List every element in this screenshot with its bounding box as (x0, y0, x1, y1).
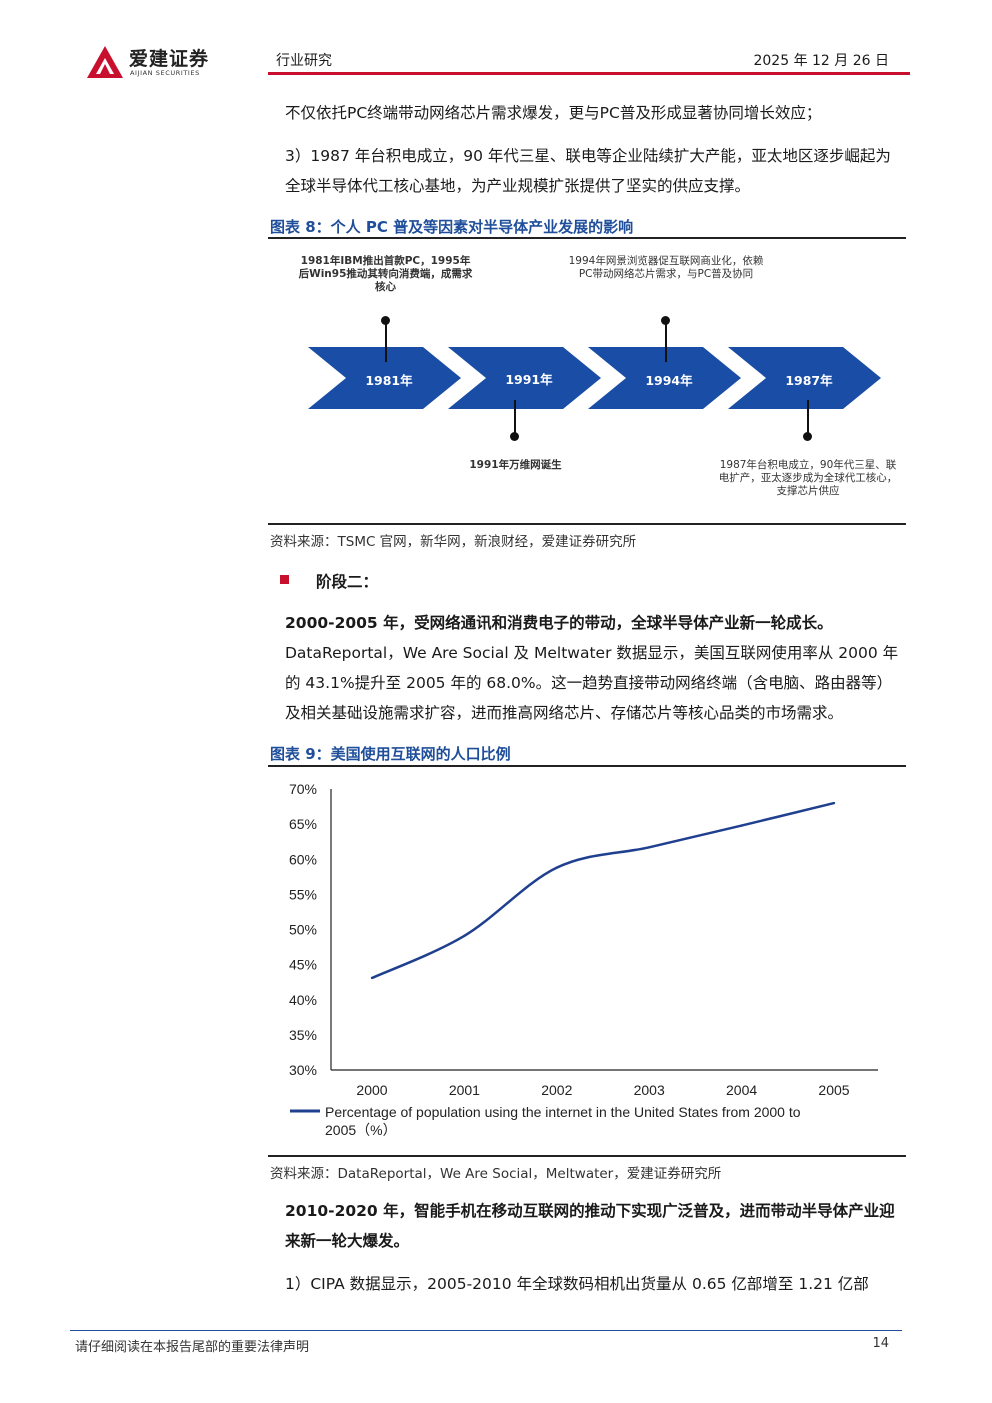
data-point-2001 (463, 934, 466, 938)
figure-9-bottom-rule (268, 1155, 906, 1157)
timeline-arrow-4 (728, 347, 881, 409)
timeline-year-2: 1991年 (505, 372, 553, 387)
data-point-2005 (832, 801, 836, 805)
figure-9-title: 图表 9：美国使用互联网的人口比例 (270, 745, 511, 763)
stage-label: 阶段二： (316, 573, 379, 591)
timeline-arrow-1 (308, 347, 461, 409)
y-tick-label: 40% (289, 992, 317, 1008)
data-point-2002 (555, 866, 558, 869)
timeline-arrow-3 (588, 347, 741, 409)
timeline-dot-3 (661, 316, 670, 325)
timeline-year-3: 1994年 (645, 373, 693, 388)
figure-9-top-rule (268, 765, 906, 767)
timeline-year-4: 1987年 (785, 373, 833, 388)
paragraph-3-lead: 2000-2005 年，受网络通讯和消费电子的带动，全球半导体产业新一轮成长。 (285, 614, 833, 632)
y-tick-label: 50% (289, 922, 317, 938)
figure-8-top-rule (268, 237, 906, 239)
timeline-event-1991: 1991年万维网诞生 (469, 459, 562, 471)
timeline-arrows (308, 347, 881, 409)
x-tick-label: 2005 (818, 1082, 849, 1098)
y-tick-label: 35% (289, 1027, 317, 1043)
timeline-dot-1 (381, 316, 390, 325)
internet-usage-chart: 30% 35% 40% 45% 50% 55% 60% 65% 70% 2000 2001 2002 2… (268, 770, 906, 1155)
timeline-year-1: 1981年 (365, 373, 413, 388)
timeline-dot-2 (510, 432, 519, 441)
timeline-event-1981: 1981年IBM推出首款PC，1995年后Win95推动其转向消费端，成需求核心 (298, 255, 473, 293)
timeline-event-1994: 1994年网景浏览器促互联网商业化，依赖PC带动网络芯片需求，与PC普及协同 (568, 255, 764, 280)
logo-text: 爱建证券 (129, 48, 210, 70)
y-tick-label: 55% (289, 886, 317, 902)
data-point-2004 (740, 824, 743, 827)
y-tick-label: 45% (289, 957, 317, 973)
timeline-stem-2 (514, 400, 516, 436)
company-logo: 爱建证券 AIJIAN SECURITIES (85, 44, 235, 80)
header-section: 行业研究 (276, 53, 332, 69)
legend-label: 2005（%） (325, 1122, 397, 1138)
timeline-stem-4 (807, 400, 809, 436)
footer-divider (70, 1330, 902, 1331)
paragraph-1: 不仅依托PC终端带动网络芯片需求爆发，更与PC普及形成显著协同增长效应； (285, 104, 822, 122)
header-divider (268, 72, 910, 75)
timeline-figure: 1981年IBM推出首款PC，1995年后Win95推动其转向消费端，成需求核心… (268, 240, 906, 522)
figure-8-title: 图表 8：个人 PC 普及等因素对半导体产业发展的影响 (270, 218, 634, 236)
timeline-stem-3 (665, 322, 667, 362)
series-line (371, 801, 835, 980)
paragraph-2: 3）1987 年台积电成立，90 年代三星、联电等企业陆续扩大产能，亚太地区逐步… (285, 147, 891, 195)
chart-svg: 30% 35% 40% 45% 50% 55% 60% 65% 70% 2000 2001 2002 2… (289, 781, 878, 1138)
data-point-2003 (648, 846, 651, 849)
timeline-arrow-2 (448, 347, 601, 409)
legend-label: Percentage of population using the inter… (325, 1104, 801, 1120)
timeline-event-1987: 1987年台积电成立，90年代三星、联电扩产，亚太逐步成为全球代工核心，支撑芯片… (718, 459, 898, 497)
x-tick-label: 2001 (449, 1082, 480, 1098)
figure-9-source: 资料来源：DataReportal，We Are Social，Meltwate… (270, 1166, 722, 1182)
logo-subtext: AIJIAN SECURITIES (130, 69, 200, 77)
y-tick-label: 70% (289, 781, 317, 797)
x-tick-label: 2002 (541, 1082, 572, 1098)
y-tick-label: 30% (289, 1062, 317, 1078)
y-tick-label: 60% (289, 851, 317, 867)
data-point-2000 (370, 976, 374, 980)
paragraph-5: 1）CIPA 数据显示，2005-2010 年全球数码相机出货量从 0.65 亿… (285, 1275, 869, 1293)
y-tick-label: 65% (289, 816, 317, 832)
bullet-square-icon (280, 575, 289, 584)
x-tick-label: 2003 (634, 1082, 665, 1098)
figure-8-source: 资料来源：TSMC 官网，新华网，新浪财经，爱建证券研究所 (270, 534, 637, 550)
header-date: 2025 年 12 月 26 日 (753, 53, 889, 69)
x-tick-label: 2000 (356, 1082, 387, 1098)
timeline-stem-1 (385, 322, 387, 362)
paragraph-3-body: DataReportal，We Are Social 及 Meltwater 数… (285, 644, 899, 722)
paragraph-3: 2000-2005 年，受网络通讯和消费电子的带动，全球半导体产业新一轮成长。 D… (285, 608, 900, 728)
x-tick-label: 2004 (726, 1082, 757, 1098)
page-number: 14 (872, 1336, 889, 1351)
figure-8-bottom-rule (268, 523, 906, 525)
footer-disclaimer: 请仔细阅读在本报告尾部的重要法律声明 (75, 1340, 310, 1355)
logo-triangle-icon (87, 46, 123, 78)
paragraph-4: 2010-2020 年，智能手机在移动互联网的推动下实现广泛普及，进而带动半导体… (285, 1202, 895, 1250)
timeline-dot-4 (803, 432, 812, 441)
